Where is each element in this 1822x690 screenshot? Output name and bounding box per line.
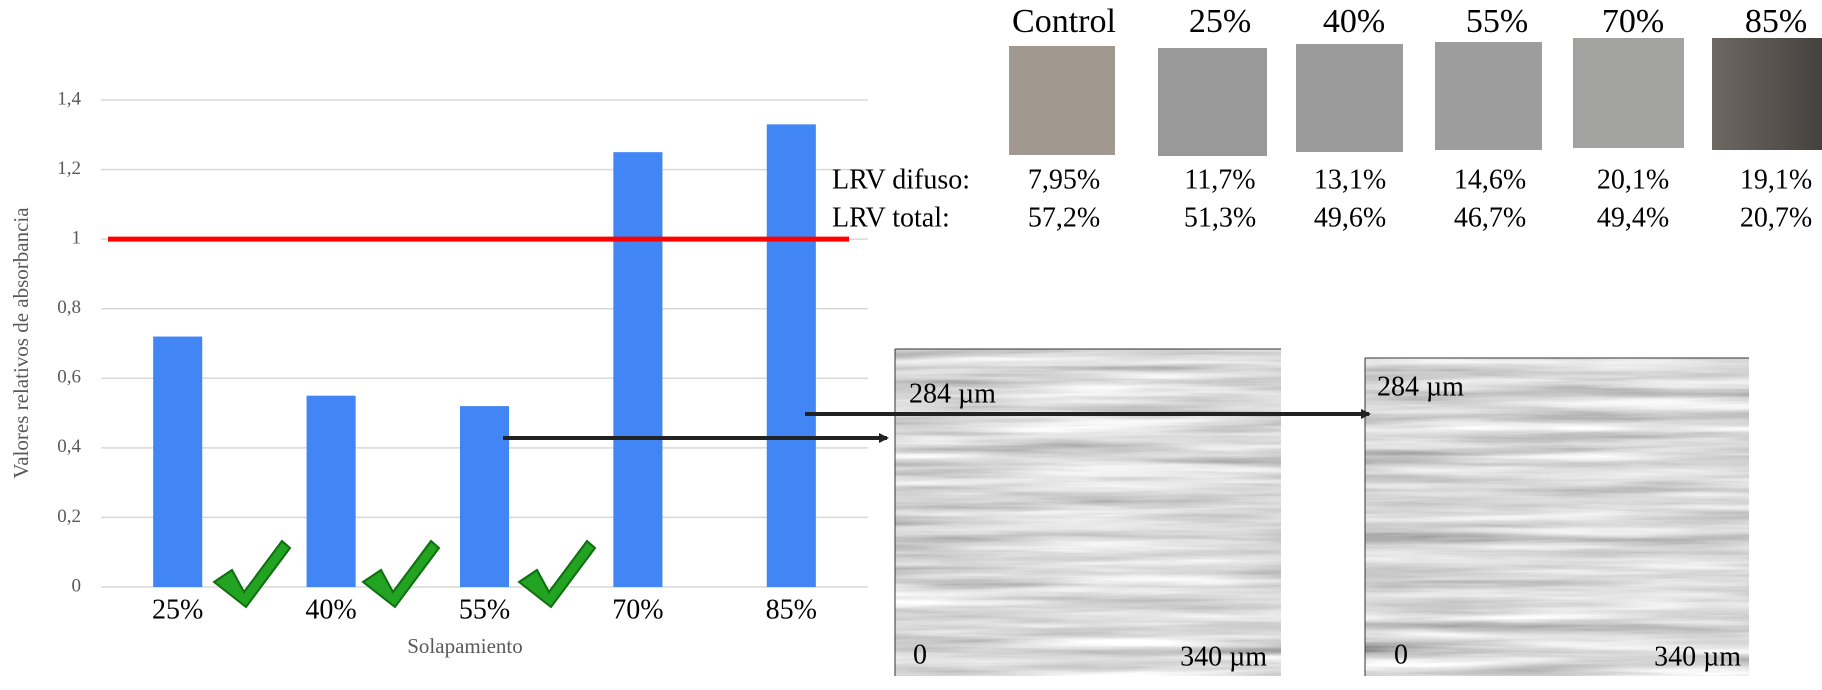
sample-label: Control — [1012, 3, 1116, 40]
x-tick-label: 85% — [766, 594, 817, 625]
lrv-total-value: 20,7% — [1740, 202, 1812, 233]
sample-label: 40% — [1323, 3, 1385, 40]
lrv-diffuse-value: 19,1% — [1740, 164, 1812, 195]
micrograph-width: 340 µm — [1654, 641, 1741, 672]
micrograph — [1365, 358, 1749, 676]
micrograph-width: 340 µm — [1180, 641, 1267, 672]
swatch — [1573, 38, 1684, 148]
sample-label: 55% — [1466, 3, 1528, 40]
bar — [307, 396, 356, 587]
micrograph-origin: 0 — [1394, 639, 1408, 670]
swatch — [1435, 42, 1542, 150]
lrv-diffuse-value: 11,7% — [1184, 164, 1255, 195]
x-axis-title: Solapamiento — [407, 634, 522, 658]
lrv-total-value: 51,3% — [1184, 202, 1256, 233]
page: 284 µm 0 340 µm 284 µm 0 340 µm 00,20,40… — [0, 0, 1822, 685]
y-tick-label: 0,6 — [57, 367, 81, 388]
sample-label: 85% — [1745, 3, 1807, 40]
lrv-total-value: 57,2% — [1028, 202, 1100, 233]
x-tick-label: 25% — [152, 594, 203, 625]
y-tick-label: 0,4 — [57, 436, 81, 457]
bar-chart: 0 0,2 0,4 0,6 0,8 1 1,2 1,4 25% 40% 55% 70% 85% Valor… — [9, 88, 868, 657]
bar — [153, 337, 202, 587]
micrograph-image — [1365, 358, 1749, 676]
x-tick-label: 40% — [305, 594, 356, 625]
lrv-diffuse-value: 13,1% — [1314, 164, 1386, 195]
y-tick-label: 1,4 — [57, 88, 81, 109]
check-mark — [214, 541, 290, 607]
x-tick-label: 55% — [459, 594, 510, 625]
lrv-diffuse-value: 14,6% — [1454, 164, 1526, 195]
check-mark — [363, 541, 439, 607]
y-tick-label: 0,2 — [57, 506, 81, 527]
x-tick-label: 70% — [612, 594, 663, 625]
bar — [613, 152, 662, 587]
lrv-total-value: 46,7% — [1454, 202, 1526, 233]
y-tick-label: 0 — [72, 575, 82, 596]
check-mark — [519, 541, 595, 607]
bar — [460, 406, 509, 587]
lrv-diffuse-value: 7,95% — [1028, 164, 1100, 195]
micrograph-height: 284 µm — [1377, 371, 1464, 402]
y-tick-label: 1 — [72, 228, 82, 249]
lrv-total-label: LRV total: — [832, 202, 950, 233]
lrv-diffuse-value: 20,1% — [1597, 164, 1669, 195]
swatch — [1158, 48, 1267, 156]
swatch — [1009, 46, 1115, 155]
y-tick-label: 0,8 — [57, 297, 81, 318]
figure: 284 µm 0 340 µm 284 µm 0 340 µm 00,20,40… — [0, 0, 1822, 685]
y-tick-label: 1,2 — [57, 158, 81, 179]
sample-label: 70% — [1602, 3, 1664, 40]
lrv-total-value: 49,4% — [1597, 202, 1669, 233]
lrv-diffuse-label: LRV difuso: — [832, 164, 970, 195]
y-axis-title: Valores relativos de absorbancia — [9, 207, 33, 479]
micrograph-origin: 0 — [913, 639, 927, 670]
swatch — [1296, 44, 1403, 152]
bar — [767, 124, 816, 587]
lrv-total-value: 49,6% — [1314, 202, 1386, 233]
swatch — [1712, 38, 1822, 150]
micrograph-height: 284 µm — [909, 378, 996, 409]
sample-label: 25% — [1189, 3, 1251, 40]
